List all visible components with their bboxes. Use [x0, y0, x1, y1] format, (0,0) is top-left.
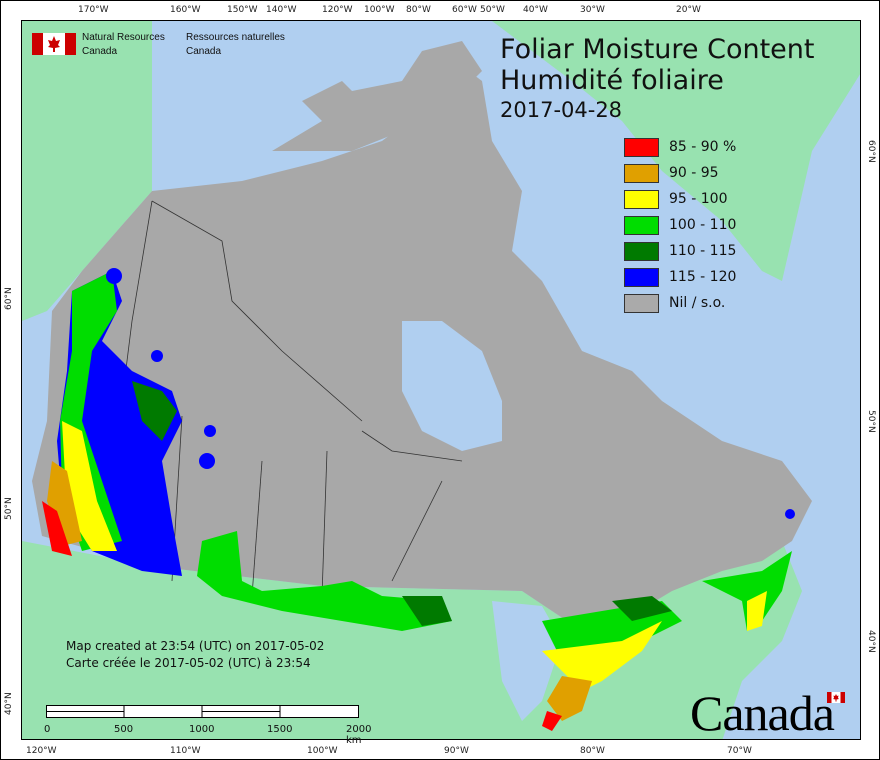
map-date: 2017-04-28 — [500, 98, 623, 122]
legend-label: 100 - 110 — [669, 217, 737, 233]
legend-item: 95 - 100 — [624, 186, 736, 212]
tick-top: 160°W — [170, 5, 201, 15]
legend-swatch — [624, 241, 659, 261]
map-svg — [22, 21, 860, 739]
legend-swatch — [624, 163, 659, 183]
tick-top: 120°W — [322, 5, 353, 15]
title-fr: Humidité foliaire — [500, 65, 724, 96]
tick-right: 60°N — [866, 140, 876, 163]
nrcan-logo — [32, 33, 76, 60]
title-en: Foliar Moisture Content — [500, 34, 815, 65]
canada-flag-icon — [32, 33, 76, 55]
nrcan-fr-line2: Canada — [186, 46, 222, 57]
legend-item: 90 - 95 — [624, 160, 736, 186]
nrcan-name-en: Natural Resources Canada — [82, 31, 165, 59]
tick-left: 50°N — [4, 497, 14, 520]
arctic-islands — [272, 41, 482, 151]
tick-top: 60°W — [452, 5, 477, 15]
scale-label: 1500 — [267, 724, 293, 735]
tick-right: 50°N — [866, 410, 876, 433]
legend-swatch — [624, 293, 659, 313]
tick-top: 50°W — [480, 5, 505, 15]
alaska-land — [22, 21, 152, 321]
legend-label: 95 - 100 — [669, 191, 728, 207]
tick-top: 150°W — [227, 5, 258, 15]
scale-label: 2000 km — [346, 724, 372, 746]
tick-bottom: 120°W — [26, 746, 57, 756]
tick-top: 170°W — [78, 5, 109, 15]
legend-swatch — [624, 189, 659, 209]
wordmark-text: Canada — [690, 685, 835, 741]
tick-right: 40°N — [866, 630, 876, 653]
legend-item: 110 - 115 — [624, 238, 736, 264]
tick-left: 60°N — [4, 287, 14, 310]
tick-bottom: 70°W — [727, 746, 752, 756]
legend-item: Nil / s.o. — [624, 290, 736, 316]
scale-label: 500 — [114, 724, 134, 735]
tick-top: 140°W — [266, 5, 297, 15]
created-en: Map created at 23:54 (UTC) on 2017-05-02 — [66, 639, 325, 653]
greenland-land — [492, 21, 860, 281]
tick-top: 80°W — [406, 5, 431, 15]
legend: 85 - 90 % 90 - 95 95 - 100 100 - 110 110 - 1… — [624, 134, 736, 316]
legend-label: 115 - 120 — [669, 269, 737, 285]
tick-bottom: 80°W — [580, 746, 605, 756]
province-borders — [121, 200, 463, 597]
legend-item: 100 - 110 — [624, 212, 736, 238]
hudson-bay — [402, 321, 502, 451]
legend-item: 85 - 90 % — [624, 134, 736, 160]
fmc-data-layer — [42, 268, 795, 731]
scale-label: 0 — [44, 724, 51, 735]
tick-top: 100°W — [364, 5, 395, 15]
nrcan-en-line1: Natural Resources — [82, 32, 165, 43]
scale-bar-graphic — [46, 705, 359, 718]
nrcan-fr-line1: Ressources naturelles — [186, 32, 285, 43]
legend-label: Nil / s.o. — [669, 295, 726, 311]
map-title: Foliar Moisture Content Humidité foliair… — [500, 34, 814, 96]
legend-label: 90 - 95 — [669, 165, 719, 181]
legend-label: 85 - 90 % — [669, 139, 737, 155]
scale-label: 1000 — [189, 724, 215, 735]
canada-wordmark: Canada — [690, 684, 845, 742]
legend-swatch — [624, 215, 659, 235]
legend-swatch — [624, 137, 659, 157]
legend-item: 115 - 120 — [624, 264, 736, 290]
tick-top: 20°W — [676, 5, 701, 15]
tick-top: 30°W — [580, 5, 605, 15]
tick-left: 40°N — [4, 692, 14, 715]
legend-swatch — [624, 267, 659, 287]
tick-bottom: 100°W — [307, 746, 338, 756]
nrcan-en-line2: Canada — [82, 46, 118, 57]
tick-top: 40°W — [523, 5, 548, 15]
wordmark-flag-icon — [827, 692, 845, 703]
tick-bottom: 110°W — [170, 746, 201, 756]
created-fr: Carte créée le 2017-05-02 (UTC) à 23:54 — [66, 656, 311, 670]
legend-label: 110 - 115 — [669, 243, 737, 259]
arctic-island — [302, 81, 362, 121]
nrcan-name-fr: Ressources naturelles Canada — [186, 31, 285, 59]
map-canvas[interactable]: Natural Resources Canada Ressources natu… — [21, 20, 861, 740]
creation-note: Map created at 23:54 (UTC) on 2017-05-02… — [66, 638, 324, 672]
tick-bottom: 90°W — [444, 746, 469, 756]
great-lakes — [492, 601, 562, 721]
